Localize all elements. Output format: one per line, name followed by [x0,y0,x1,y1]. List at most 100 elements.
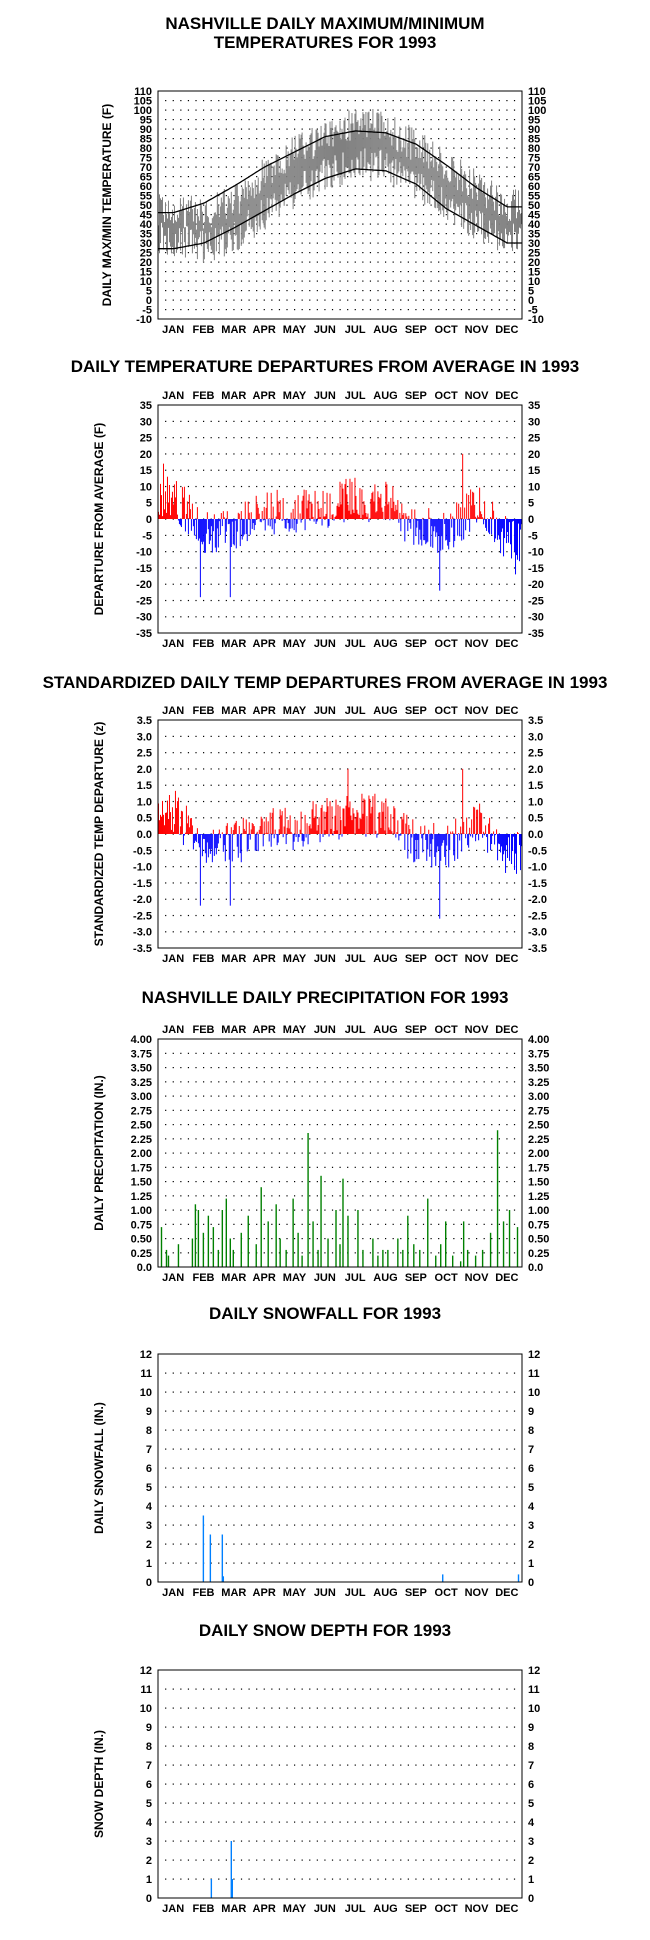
grid-dot [278,252,281,254]
grid-dot [203,138,205,140]
grid-dot [468,157,470,159]
grid-dot [460,157,463,159]
grid-dot [347,551,349,553]
grid-dot [233,271,235,273]
grid-dot [385,752,387,754]
grid-dot [210,800,212,803]
grid-dot [256,534,258,536]
grid-dot [377,185,379,187]
grid-dot [248,567,250,569]
grid-dot [468,185,470,187]
y-tick-left: 70 [140,162,152,174]
grid-dot [453,866,455,868]
grid-dot [438,485,440,488]
grid-dot [415,914,417,917]
grid-dot [483,616,485,618]
grid-dot [187,882,190,884]
grid-dot [491,931,493,933]
grid-dot [301,534,303,536]
grid-dot [430,931,432,933]
y-tick-right: 0.25 [528,1248,549,1260]
grid-dot [172,882,174,884]
month-label: DEC [495,1587,518,1599]
grid-dot [294,1410,296,1412]
grid-dot [225,1109,227,1111]
grid-dot [278,914,281,917]
grid-dot [445,128,447,130]
y-tick-right: 10 [528,276,540,288]
grid-dot [233,502,235,504]
grid-dot [483,599,485,602]
grid-dot [445,882,447,884]
grid-dot [203,1124,205,1126]
y-tick-right: 1.75 [528,1162,549,1174]
y-tick-right: 75 [528,153,540,165]
grid-dot [445,166,447,168]
grid-dot [165,534,167,536]
grid-dot [385,1410,387,1412]
grid-dot [453,1195,455,1197]
grid-dot [445,223,447,225]
grid-dot [377,1238,379,1240]
grid-dot [453,1095,455,1097]
grid-dot [362,534,364,536]
grid-dot [210,534,212,536]
grid-dot [165,1524,167,1526]
grid-dot [369,784,372,786]
grid-dot [392,735,394,737]
grid-dot [438,1067,440,1069]
grid-dot [301,1238,303,1240]
grid-dot [271,100,273,102]
grid-dot [240,128,243,130]
grid-dot [165,309,167,311]
grid-dot [324,100,326,102]
grid-dot [476,1166,478,1168]
grid-dot [165,1505,167,1507]
grid-dot [369,567,372,569]
grid-dot [301,752,303,754]
month-label: JUN [314,324,336,336]
grid-dot [180,1138,182,1140]
grid-dot [369,1410,372,1412]
grid-dot [301,931,303,933]
grid-dot [422,849,425,851]
grid-dot [468,453,470,455]
grid-dot [331,1391,334,1393]
grid-dot [339,551,341,553]
grid-dot [400,1067,402,1069]
grid-dot [483,1524,485,1526]
grid-dot [445,1429,447,1431]
grid-dot [309,784,311,786]
grid-dot [483,583,485,585]
grid-dot [294,233,296,235]
grid-dot [286,898,288,900]
grid-dot [400,233,402,235]
grid-dot [225,914,227,917]
grid-dot [460,1081,463,1083]
grid-dot [309,1448,311,1450]
grid-dot [491,1505,493,1507]
grid-dot [354,1181,356,1183]
grid-dot [278,567,281,569]
grid-dot [339,1052,341,1054]
grid-dot [385,518,387,520]
grid-dot [415,204,417,206]
grid-dot [513,147,516,149]
grid-dot [362,290,364,292]
month-label: JAN [162,953,184,965]
grid-dot [165,752,167,754]
grid-dot [385,437,387,439]
grid-dot [180,100,182,102]
grid-dot [347,1138,349,1140]
grid-dot [513,119,516,121]
grid-dot [331,453,334,455]
grid-dot [263,100,265,102]
grid-dot [369,109,372,111]
grid-dot [407,1467,409,1469]
grid-dot [248,1181,250,1183]
grid-dot [513,157,516,159]
grid-dot [377,1543,379,1545]
grid-dot [324,214,326,216]
grid-dot [218,800,220,803]
grid-dot [491,502,493,504]
